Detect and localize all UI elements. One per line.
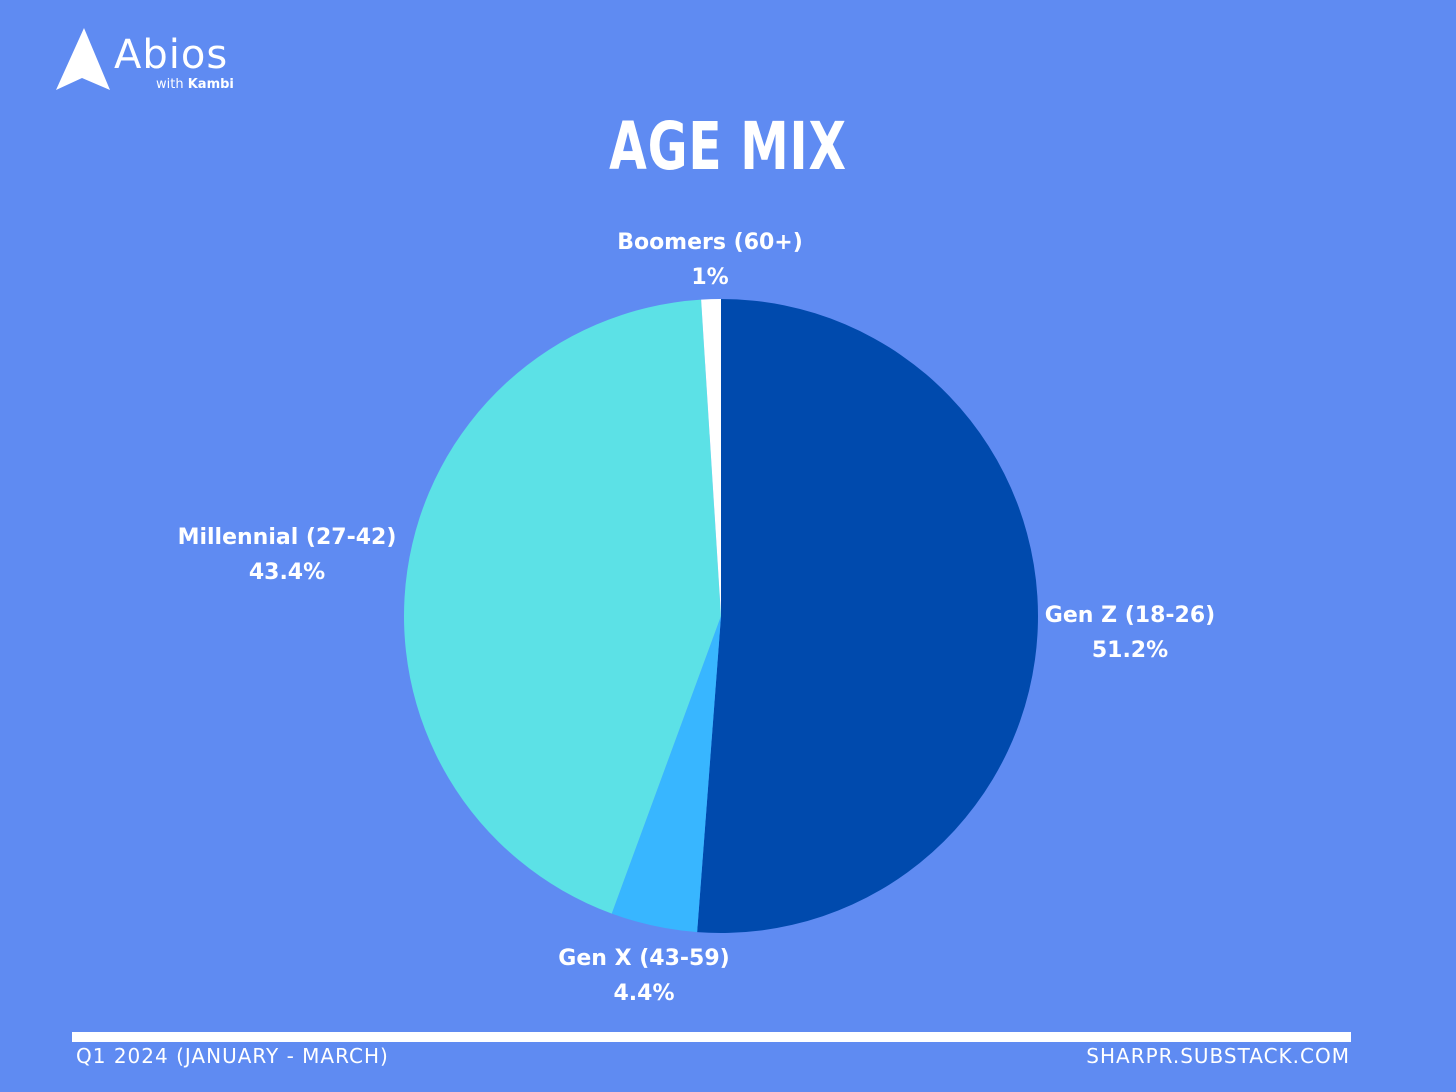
slice-value-label: 4.4% xyxy=(613,981,674,1006)
footer-period: Q1 2024 (JANUARY - MARCH) xyxy=(76,1044,389,1068)
footer-source: SHARPR.SUBSTACK.COM xyxy=(1086,1044,1350,1068)
slice-label: Millennial (27-42) xyxy=(178,525,397,550)
slice-label: Gen Z (18-26) xyxy=(1045,603,1215,628)
pie-slice-boomers-60 xyxy=(701,299,721,616)
chart-title: AGE MIX xyxy=(609,108,847,185)
slice-value-label: 51.2% xyxy=(1092,638,1168,663)
pie-slice-millennial-27-42 xyxy=(403,299,721,914)
pie-labels: Gen Z (18-26) 51.2% Gen X (43-59) 4.4% Mille… xyxy=(178,230,1216,1006)
slice-value-label: 43.4% xyxy=(249,560,325,585)
slice-label: Boomers (60+) xyxy=(617,230,803,255)
brand-sub-prefix: with xyxy=(156,77,184,92)
pie-slice-gen-z-18-26 xyxy=(697,299,1039,933)
brand-sub: with Kambi xyxy=(156,77,234,92)
slice-label: Gen X (43-59) xyxy=(558,946,729,971)
abios-logo-icon xyxy=(56,28,110,90)
brand-sub-name: Kambi xyxy=(187,77,234,92)
footer-rule xyxy=(72,1032,1351,1042)
pie-slices xyxy=(403,299,1039,933)
brand-logo: Abios with Kambi xyxy=(54,26,254,96)
pie-slice-gen-x-43-59 xyxy=(611,616,721,933)
slice-value-label: 1% xyxy=(691,265,728,290)
brand-name: Abios xyxy=(114,32,229,78)
